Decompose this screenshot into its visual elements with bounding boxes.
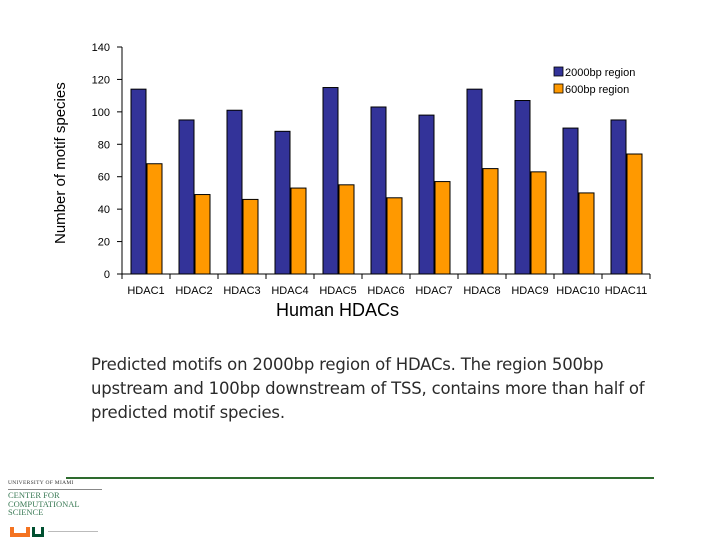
bar-600bp-hdac2 — [194, 194, 211, 275]
y-tick-label: 60 — [98, 172, 110, 184]
bar-2000bp-hdac9 — [514, 100, 531, 275]
chart-axes: 0 20 40 60 80 100 120 140 HDAC1 HDAC2 HDAC3 HDAC4 HD… — [92, 42, 651, 297]
legend-swatch-2000bp — [553, 66, 564, 77]
bar-2000bp-hdac8 — [466, 88, 483, 275]
x-tick-label: HDAC3 — [223, 285, 260, 297]
bar-2000bp-hdac11 — [610, 119, 627, 275]
bar-2000bp-hdac7 — [418, 114, 435, 275]
y-tick-label: 140 — [92, 42, 110, 54]
legend-label-2000bp: 2000bp region — [565, 67, 635, 79]
x-tick-label: HDAC8 — [463, 285, 500, 297]
bar-2000bp-hdac4 — [274, 130, 291, 275]
bar-600bp-hdac8 — [482, 168, 499, 275]
y-tick-label: 120 — [92, 74, 110, 86]
x-tick-label: HDAC7 — [415, 285, 452, 297]
bar-600bp-hdac10 — [578, 192, 595, 275]
bar-2000bp-hdac1 — [130, 88, 147, 275]
bar-600bp-hdac6 — [386, 197, 403, 275]
y-tick-label: 0 — [104, 269, 110, 281]
bar-600bp-hdac11 — [626, 153, 643, 275]
x-axis-label: Human HDACs — [276, 300, 400, 320]
chart-bars — [130, 87, 643, 275]
bar-600bp-hdac3 — [242, 198, 259, 275]
university-logo: UNIVERSITY OF MIAMI CENTER for COMPUTATI… — [6, 480, 102, 538]
bar-2000bp-hdac2 — [178, 119, 195, 275]
logo-university-name: UNIVERSITY OF MIAMI — [8, 480, 74, 486]
footer-divider — [66, 477, 654, 479]
bar-chart: 0 20 40 60 80 100 120 140 HDAC1 HDAC2 HDAC3 HDAC4 HD… — [92, 42, 651, 297]
bar-600bp-hdac5 — [338, 184, 355, 275]
bar-600bp-hdac9 — [530, 171, 547, 275]
bar-2000bp-hdac5 — [322, 87, 339, 275]
legend-label-600bp: 600bp region — [565, 84, 629, 96]
y-tick-label: 20 — [98, 237, 110, 249]
bar-2000bp-hdac10 — [562, 127, 579, 275]
chart-legend: 2000bp region 600bp region — [553, 66, 635, 96]
y-tick-label: 40 — [98, 204, 110, 216]
x-tick-label: HDAC10 — [556, 285, 599, 297]
x-tick-label: HDAC6 — [367, 285, 404, 297]
bar-2000bp-hdac3 — [226, 109, 243, 275]
bar-600bp-hdac4 — [290, 187, 307, 275]
y-tick-label: 100 — [92, 107, 110, 119]
legend-swatch-600bp — [553, 83, 564, 94]
slide-caption: Predicted motifs on 2000bp region of HDA… — [91, 355, 645, 422]
x-tick-label: HDAC4 — [271, 285, 308, 297]
y-tick-label: 80 — [98, 139, 110, 151]
bar-600bp-hdac1 — [146, 163, 163, 275]
x-tick-label: HDAC5 — [319, 285, 356, 297]
u-logo-icon — [10, 527, 98, 537]
bar-600bp-hdac7 — [434, 181, 451, 275]
x-tick-label: HDAC9 — [511, 285, 548, 297]
x-tick-label: HDAC1 — [127, 285, 164, 297]
x-tick-label: HDAC2 — [175, 285, 212, 297]
logo-center-name: CENTER for COMPUTATIONAL SCIENCE — [8, 489, 102, 517]
y-axis-label: Number of motif species — [52, 82, 69, 244]
bar-2000bp-hdac6 — [370, 106, 387, 275]
x-tick-label: HDAC11 — [605, 285, 648, 297]
